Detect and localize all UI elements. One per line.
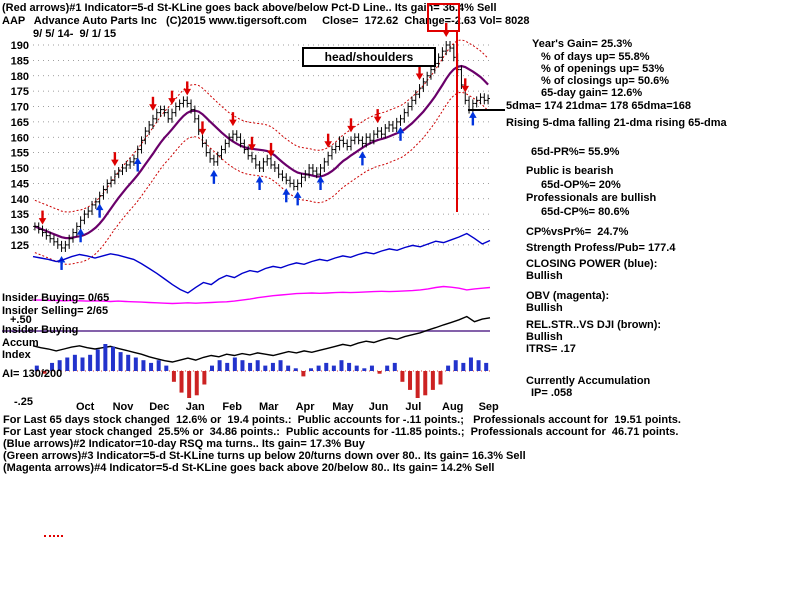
pct-closings-up-label: % of closings up= 50.6% — [541, 75, 670, 87]
dma-trend-label: Rising 5-dma falling 21-dma rising 65-dm… — [506, 117, 727, 129]
obv-title: OBV (magenta): — [526, 290, 610, 302]
svg-text:175: 175 — [11, 86, 29, 98]
obv-status: Bullish — [526, 302, 563, 314]
y-axis-labels: 190 185 180 175 170 165 160 155 150 145 140 135 130 1… — [11, 40, 29, 252]
pct-openings-up-label: % of openings up= 53% — [541, 63, 665, 75]
sixtyfive-day-gain-label: 65-day gain= 12.6% — [541, 87, 643, 99]
svg-text:Jan: Jan — [186, 401, 205, 413]
ai-histogram — [33, 344, 490, 398]
svg-text:130: 130 — [11, 225, 29, 237]
head-shoulders-callout: head/shoulders — [302, 47, 436, 67]
op-pct-label: 65d-OP%= 20% — [541, 179, 621, 191]
signal-arrows-red — [38, 23, 470, 225]
strength-ratio-label: Strength Profess/Pub= 177.4 — [526, 242, 676, 254]
svg-text:Oct: Oct — [76, 401, 95, 413]
svg-text:155: 155 — [11, 148, 29, 160]
svg-text:Sep: Sep — [479, 401, 499, 413]
signal-arrows-blue — [57, 111, 477, 270]
insider-selling-count: Insider Selling= 2/65 — [2, 305, 109, 317]
date-range: 9/ 5/ 14- 9/ 1/ 15 — [33, 28, 117, 40]
svg-text:Jun: Jun — [369, 401, 389, 413]
indicator2-caption: (Blue arrows)#2 Indicator=10-day RSQ ma … — [3, 438, 365, 450]
dma-pointer-line — [468, 109, 505, 111]
relstr-status: Bullish — [526, 331, 563, 343]
cp-vs-pr-label: CP%vsPr%= 24.7% — [526, 226, 629, 238]
closing-power-status: Bullish — [526, 270, 563, 282]
svg-text:150: 150 — [11, 163, 29, 175]
svg-text:Nov: Nov — [113, 401, 135, 413]
index-label: Index — [2, 349, 31, 361]
indicator1-caption: (Red arrows)#1 Indicator=5-d St-KLine go… — [2, 2, 497, 14]
symbol-header: AAP Advance Auto Parts Inc (C)2015 www.t… — [2, 15, 530, 27]
obv-line — [33, 285, 491, 305]
cp-pct-label: 65d-CP%= 80.6% — [541, 206, 630, 218]
indicator4-caption: (Magenta arrows)#4 Indicator=5-d St-KLin… — [3, 462, 495, 474]
accum-label: Accum — [2, 337, 39, 349]
rel-str-line — [32, 315, 491, 363]
svg-text:Aug: Aug — [442, 401, 463, 413]
closing-power-line — [32, 232, 491, 294]
current-bar-red-line — [456, 30, 458, 212]
svg-text:165: 165 — [11, 117, 29, 129]
accum-scale-plus: +.50 — [10, 314, 32, 326]
svg-text:140: 140 — [11, 194, 29, 206]
insider-buying-count: Insider Buying= 0/65 — [2, 292, 110, 304]
svg-text:160: 160 — [11, 132, 29, 144]
svg-text:170: 170 — [11, 102, 29, 114]
pr-pct-label: 65d-PR%= 55.9% — [531, 146, 620, 158]
svg-text:135: 135 — [11, 209, 29, 221]
highlight-red-box — [427, 3, 460, 32]
stat-year-line: For Last year stock changed 25.5% or 34.… — [3, 426, 679, 438]
svg-text:Feb: Feb — [222, 401, 242, 413]
indicator3-caption: (Green arrows)#3 Indicator=5-d St-KLine … — [3, 450, 526, 462]
ip-label: IP= .058 — [531, 387, 573, 399]
svg-text:Dec: Dec — [149, 401, 169, 413]
svg-text:190: 190 — [11, 40, 29, 52]
years-gain-label: Year's Gain= 25.3% — [532, 38, 633, 50]
stat-65day-line: For Last 65 days stock changed 12.6% or … — [3, 414, 681, 426]
closing-power-title: CLOSING POWER (blue): — [526, 258, 658, 270]
relstr-title: REL.STR..VS DJI (brown): — [526, 319, 662, 331]
pct-days-up-label: % of days up= 55.8% — [541, 51, 650, 63]
svg-text:Jul: Jul — [405, 401, 421, 413]
itrs-label: ITRS= .17 — [526, 343, 576, 355]
red-dotted-mark — [44, 532, 63, 537]
svg-text:185: 185 — [11, 55, 29, 67]
svg-text:125: 125 — [11, 240, 29, 252]
ma-line — [34, 64, 489, 240]
svg-text:Apr: Apr — [296, 401, 316, 413]
svg-text:May: May — [332, 401, 354, 413]
accumulation-status: Currently Accumulation — [526, 375, 651, 387]
x-axis-labels: Oct Nov Dec Jan Feb Mar Apr May Jun Jul Aug Sep — [76, 401, 499, 413]
professional-sentiment-label: Professionals are bullish — [526, 192, 657, 204]
public-sentiment-label: Public is bearish — [526, 165, 614, 177]
accum-scale-minus: -.25 — [14, 396, 33, 408]
svg-text:145: 145 — [11, 178, 29, 190]
dma-values-label: 5dma= 174 21dma= 178 65dma=168 — [506, 100, 691, 112]
insider-buying-label: Insider Buying — [2, 324, 79, 336]
ai-ratio-label: AI= 130/200 — [2, 368, 63, 380]
svg-text:180: 180 — [11, 71, 29, 83]
svg-text:Mar: Mar — [259, 401, 279, 413]
